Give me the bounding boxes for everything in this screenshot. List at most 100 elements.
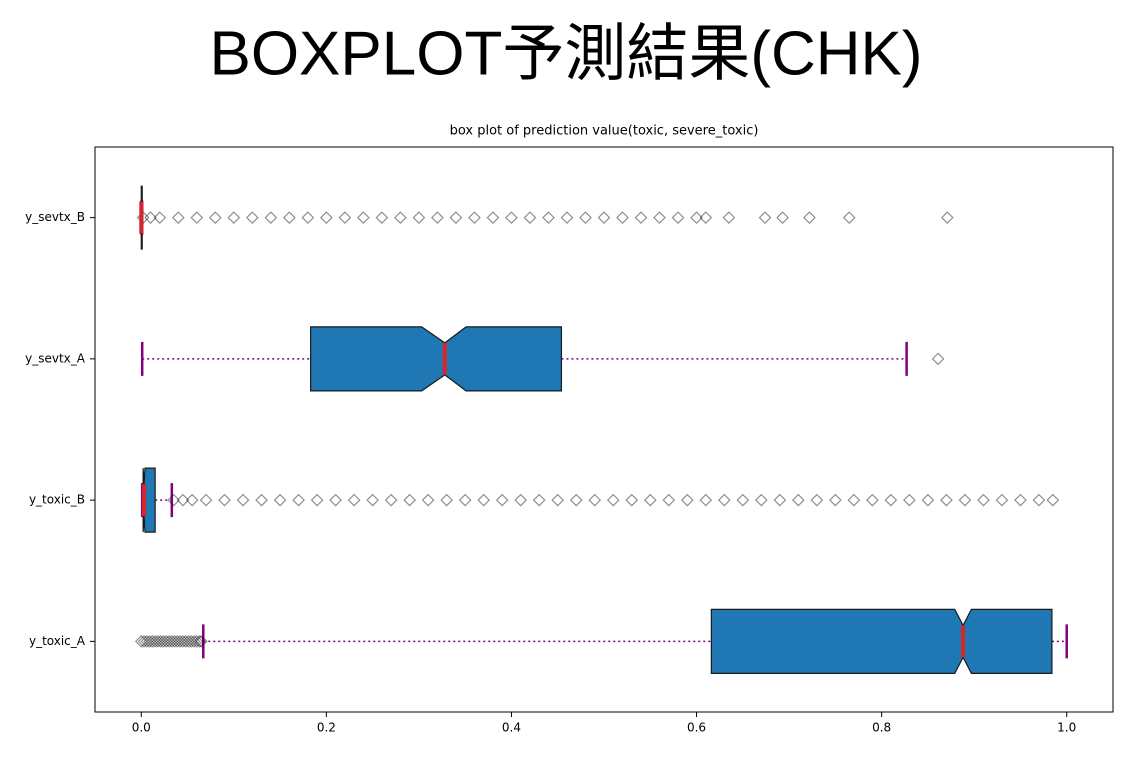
flier: [187, 635, 201, 648]
flier: [146, 635, 159, 648]
x-tick-label: 0.6: [687, 721, 706, 735]
flier: [977, 493, 990, 507]
flier: [803, 211, 816, 224]
flier: [171, 635, 184, 648]
flier: [218, 493, 231, 507]
flier: [255, 493, 268, 507]
flier: [606, 493, 620, 507]
plot-frame: [94, 146, 1114, 713]
flier: [208, 211, 222, 224]
y-tick-label: y_toxic_A: [29, 634, 86, 648]
flier: [310, 493, 324, 507]
x-tick-label: 1.0: [1057, 721, 1076, 735]
flier: [167, 493, 181, 507]
flier: [791, 493, 805, 507]
flier: [394, 211, 407, 224]
flier: [468, 211, 481, 224]
flier: [195, 635, 208, 648]
flier: [143, 635, 156, 648]
flier: [168, 635, 181, 648]
flier: [140, 635, 154, 648]
flier: [505, 211, 518, 224]
flier: [171, 211, 185, 224]
flier: [421, 493, 435, 507]
y-tick-label: y_sevtx_B: [25, 210, 85, 224]
flier: [958, 493, 972, 507]
flier: [185, 493, 199, 507]
flier: [449, 211, 463, 224]
flier: [921, 493, 935, 507]
x-tick-label: 0.8: [872, 721, 891, 735]
flier: [176, 493, 190, 507]
x-tick-label: 0.0: [132, 721, 151, 735]
flier: [182, 635, 195, 648]
flier: [227, 211, 241, 224]
flier: [199, 493, 213, 507]
flier: [903, 493, 916, 507]
flier: [699, 493, 713, 507]
flier: [829, 493, 842, 507]
flier: [329, 493, 342, 507]
flier: [995, 493, 1009, 507]
flier: [338, 211, 352, 224]
flier: [137, 635, 151, 648]
flier: [157, 635, 170, 648]
flier: [625, 493, 639, 507]
flier: [1046, 493, 1060, 507]
flier: [236, 493, 250, 507]
flier: [699, 211, 713, 224]
flier: [717, 493, 731, 507]
box: [310, 326, 563, 392]
flier: [940, 493, 953, 507]
flier: [532, 493, 546, 507]
flier: [754, 493, 768, 507]
flier: [653, 211, 666, 224]
flier: [357, 211, 370, 224]
flier: [403, 493, 417, 507]
flier: [643, 493, 657, 507]
flier: [144, 211, 157, 224]
flier: [495, 493, 509, 507]
flier: [551, 493, 565, 507]
flier: [847, 493, 861, 507]
flier: [193, 635, 206, 648]
flier: [179, 635, 193, 648]
flier: [347, 493, 361, 507]
flier: [579, 211, 592, 224]
flier: [569, 493, 583, 507]
flier: [320, 211, 333, 224]
flier: [264, 211, 278, 224]
flier: [292, 493, 305, 507]
flier: [588, 493, 602, 507]
flier: [722, 211, 736, 224]
flier: [486, 211, 500, 224]
flier: [134, 635, 148, 648]
flier: [153, 211, 167, 224]
box: [142, 467, 156, 533]
x-tick-label: 0.4: [502, 721, 521, 735]
flier: [884, 493, 898, 507]
flier: [184, 635, 198, 648]
flier: [176, 635, 190, 648]
chart-title: box plot of prediction value(toxic, seve…: [450, 124, 759, 139]
flier: [165, 635, 179, 648]
flier: [162, 635, 176, 648]
flier: [523, 211, 537, 224]
flier: [931, 352, 945, 366]
flier: [866, 493, 879, 507]
flier: [159, 635, 173, 648]
flier: [273, 493, 287, 507]
flier: [458, 493, 472, 507]
flier: [190, 211, 204, 224]
flier: [680, 493, 694, 507]
flier: [154, 635, 168, 648]
flier: [384, 493, 398, 507]
slide-heading: BOXPLOT予測結果(CHK): [209, 19, 922, 88]
flier: [597, 211, 611, 224]
flier: [671, 211, 685, 224]
flier: [514, 493, 528, 507]
flier: [758, 211, 772, 224]
flier: [245, 211, 259, 224]
flier: [301, 211, 315, 224]
flier: [634, 211, 648, 224]
